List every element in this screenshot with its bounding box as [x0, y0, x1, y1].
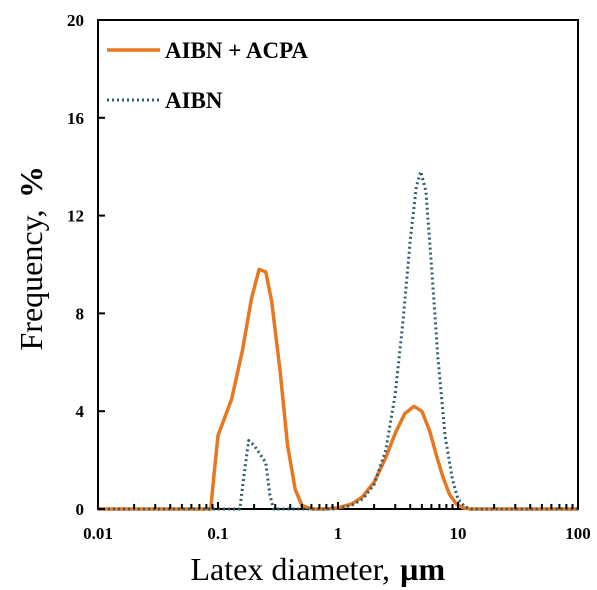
y-tick-label: 20 — [67, 11, 84, 30]
series-line-aibn — [98, 170, 578, 511]
x-axis: 0.01 0.1 1 10 100 — [83, 502, 591, 543]
y-axis-title-group: Frequency, % — [13, 166, 49, 350]
y-axis-title: Frequency, — [13, 210, 49, 351]
y-axis-unit: % — [13, 166, 49, 198]
y-tick-label: 0 — [76, 500, 85, 519]
y-tick-label: 8 — [76, 304, 85, 323]
y-tick-label: 16 — [67, 109, 84, 128]
x-tick-label: 100 — [565, 524, 591, 543]
legend: AIBN + ACPA AIBN — [107, 38, 308, 113]
series-layer — [98, 170, 578, 511]
x-tick-label: 0.1 — [207, 524, 228, 543]
y-axis: 0 4 8 12 16 20 — [67, 11, 105, 519]
y-tick-label: 4 — [76, 402, 85, 421]
x-tick-label: 0.01 — [83, 524, 113, 543]
x-tick-label: 10 — [450, 524, 467, 543]
legend-label-aibn-acpa: AIBN + ACPA — [165, 38, 308, 63]
x-axis-unit: µm — [400, 551, 445, 587]
legend-label-aibn: AIBN — [165, 88, 223, 113]
x-tick-label: 1 — [334, 524, 343, 543]
series-line-aibn-acpa — [98, 267, 578, 511]
x-axis-title: Latex diameter, — [191, 551, 391, 587]
y-tick-label: 12 — [67, 207, 84, 226]
